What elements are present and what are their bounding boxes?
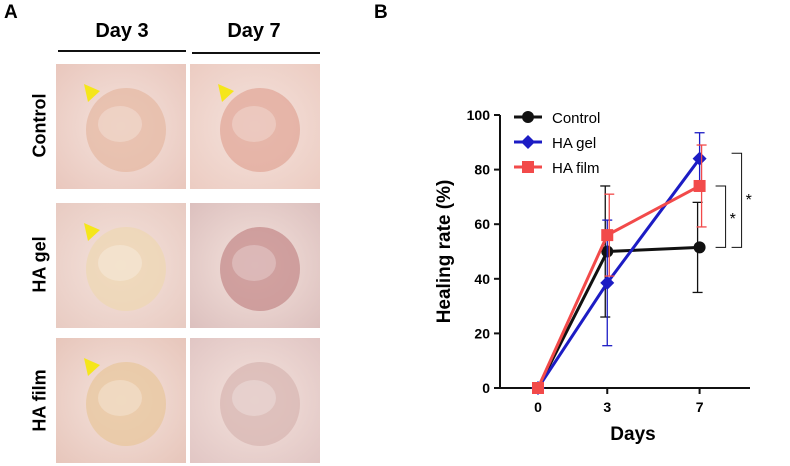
data-point xyxy=(693,179,706,192)
x-tick-label: 0 xyxy=(534,399,542,415)
x-axis-label: Days xyxy=(610,424,655,445)
panel-b-label: B xyxy=(374,2,388,23)
wound-highlight xyxy=(232,106,276,142)
photo-hafilm-day3 xyxy=(56,338,186,463)
photo-hafilm-day7-image xyxy=(190,338,320,463)
y-tick-label: 80 xyxy=(474,162,490,178)
panel-a-label: A xyxy=(4,2,18,23)
arrowhead-icon xyxy=(84,358,100,376)
data-point xyxy=(521,135,535,149)
photo-control-day7 xyxy=(190,64,320,189)
row-label-ha-film: HA film xyxy=(29,369,50,432)
wound-area xyxy=(220,227,300,311)
photo-control-day7-image xyxy=(190,64,320,189)
wound-highlight xyxy=(98,245,142,281)
wound-highlight xyxy=(98,106,142,142)
column-rule-day3 xyxy=(58,50,186,52)
data-point xyxy=(522,111,534,123)
row-label-ha-gel: HA gel xyxy=(29,236,50,293)
legend-label: HA gel xyxy=(552,135,596,152)
legend-entry-control: Control xyxy=(514,110,600,127)
y-tick-label: 100 xyxy=(467,107,491,123)
data-point xyxy=(601,229,614,242)
wound-highlight xyxy=(98,380,142,416)
photo-hafilm-day7 xyxy=(190,338,320,463)
arrowhead-icon xyxy=(218,84,234,102)
significance-bracket-outer xyxy=(731,152,743,248)
legend-label: Control xyxy=(552,110,600,127)
significance-bracket-inner xyxy=(715,185,727,248)
wound-area xyxy=(86,227,166,311)
wound-area xyxy=(220,88,300,172)
legend-entry-ha-gel: HA gel xyxy=(514,135,596,152)
y-tick-label: 60 xyxy=(474,216,490,232)
significance-star-outer: * xyxy=(746,192,752,209)
series-line xyxy=(536,184,701,389)
photo-hafilm-day3-image xyxy=(56,338,186,463)
data-point xyxy=(532,382,544,394)
photo-control-day3-image xyxy=(56,64,186,189)
data-point xyxy=(693,241,706,254)
column-header-day3: Day 3 xyxy=(95,20,149,42)
y-axis-label: Healing rate (%) xyxy=(434,180,455,324)
significance-star-inner: * xyxy=(730,211,736,228)
series-ha-film xyxy=(532,144,707,394)
y-tick-label: 40 xyxy=(474,271,490,287)
legend-label: HA film xyxy=(552,160,600,177)
arrowhead-icon xyxy=(84,223,100,241)
x-tick-label: 7 xyxy=(696,399,704,415)
wound-highlight xyxy=(232,245,276,281)
wound-highlight xyxy=(232,380,276,416)
healing-rate-chart: 0 20 40 60 80 100 0 3 7 Days Healing rate (%) Contr… xyxy=(434,107,752,445)
column-rule-day7 xyxy=(192,52,320,54)
column-header-day7: Day 7 xyxy=(227,20,281,42)
wound-area xyxy=(86,88,166,172)
photo-hagel-day7-image xyxy=(190,203,320,328)
photo-hagel-day3 xyxy=(56,203,186,328)
photo-control-day3 xyxy=(56,64,186,189)
series-control xyxy=(532,185,706,394)
photo-hagel-day7 xyxy=(190,203,320,328)
row-label-control: Control xyxy=(29,93,50,158)
data-point xyxy=(522,161,534,173)
photo-hagel-day3-image xyxy=(56,203,186,328)
x-tick-label: 3 xyxy=(603,399,611,415)
wound-area xyxy=(86,362,166,446)
y-tick-label: 0 xyxy=(482,380,490,396)
legend-entry-ha-film: HA film xyxy=(514,160,600,177)
series-line xyxy=(536,157,701,389)
data-point xyxy=(692,151,707,166)
data-point xyxy=(600,275,615,290)
y-tick-label: 20 xyxy=(474,325,490,341)
wound-area xyxy=(220,362,300,446)
arrowhead-icon xyxy=(84,84,100,102)
